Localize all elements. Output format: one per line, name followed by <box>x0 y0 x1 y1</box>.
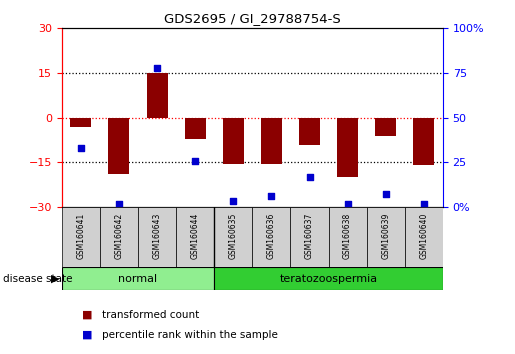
Text: GSM160637: GSM160637 <box>305 213 314 259</box>
Bar <box>223 118 244 164</box>
Bar <box>147 73 167 118</box>
Point <box>191 158 199 164</box>
Bar <box>414 118 434 165</box>
Bar <box>405 207 443 267</box>
Bar <box>367 207 405 267</box>
Text: GSM160641: GSM160641 <box>76 213 85 259</box>
Text: GSM160635: GSM160635 <box>229 213 238 259</box>
Bar <box>71 118 91 127</box>
Point <box>344 201 352 207</box>
Bar <box>109 118 129 174</box>
Text: GSM160643: GSM160643 <box>152 213 162 259</box>
Point <box>153 65 161 70</box>
Text: GSM160644: GSM160644 <box>191 213 200 259</box>
Point <box>77 145 85 151</box>
Bar <box>375 118 396 136</box>
Text: ■: ■ <box>82 310 93 320</box>
Bar <box>214 207 252 267</box>
Text: GDS2695 / GI_29788754-S: GDS2695 / GI_29788754-S <box>164 12 341 25</box>
Bar <box>337 118 358 177</box>
Text: GSM160640: GSM160640 <box>419 213 428 259</box>
Bar <box>100 207 138 267</box>
Bar <box>176 207 214 267</box>
Text: GSM160639: GSM160639 <box>381 213 390 259</box>
Bar <box>62 267 214 290</box>
Point <box>267 194 276 199</box>
Point <box>420 201 428 206</box>
Point <box>115 201 123 206</box>
Point <box>382 191 390 196</box>
Point <box>305 174 314 179</box>
Text: GSM160636: GSM160636 <box>267 213 276 259</box>
Text: disease state: disease state <box>3 274 72 284</box>
Point <box>229 198 237 204</box>
Bar <box>138 207 176 267</box>
Bar <box>252 207 290 267</box>
Text: GSM160642: GSM160642 <box>114 213 124 259</box>
Bar <box>185 118 205 138</box>
Text: ▶: ▶ <box>52 274 60 284</box>
Bar <box>261 118 282 164</box>
Text: GSM160638: GSM160638 <box>343 213 352 259</box>
Bar <box>299 118 320 144</box>
Text: transformed count: transformed count <box>102 310 199 320</box>
Text: teratozoospermia: teratozoospermia <box>280 274 377 284</box>
Text: percentile rank within the sample: percentile rank within the sample <box>102 330 278 339</box>
Bar <box>62 207 100 267</box>
Text: normal: normal <box>118 274 158 284</box>
Bar <box>214 267 443 290</box>
Bar <box>290 207 329 267</box>
Bar <box>329 207 367 267</box>
Text: ■: ■ <box>82 330 93 339</box>
